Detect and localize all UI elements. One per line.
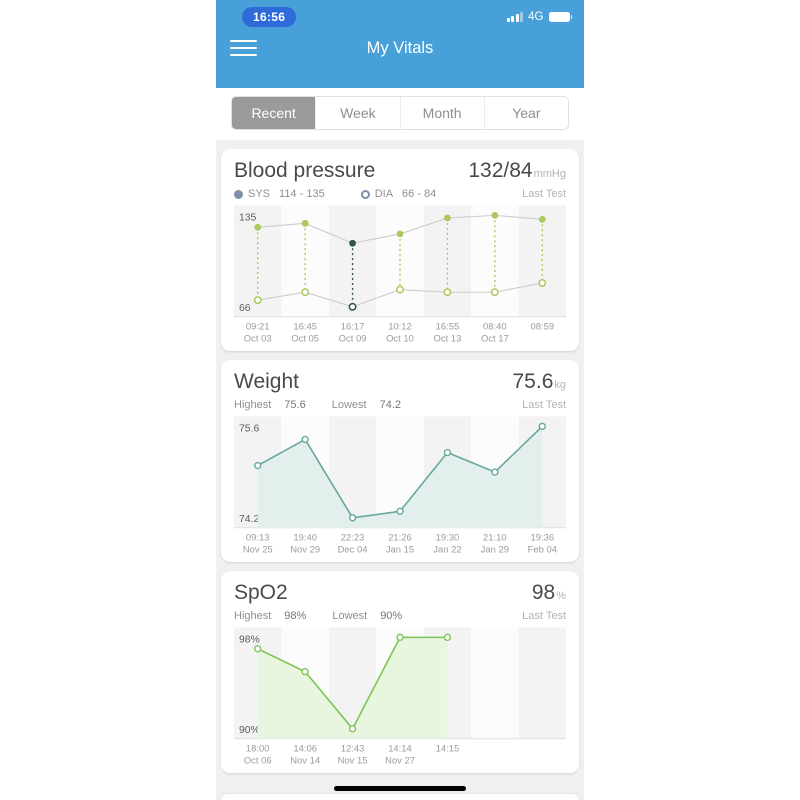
sys-legend-dot-icon	[234, 189, 243, 199]
tab-month[interactable]: Month	[399, 97, 484, 129]
svg-text:21:10: 21:10	[483, 533, 507, 544]
svg-text:Oct 10: Oct 10	[386, 334, 414, 345]
signal-strength-icon	[506, 12, 524, 22]
blood-pressure-title: Blood pressure	[234, 159, 376, 182]
svg-text:Oct 13: Oct 13	[434, 334, 462, 345]
sys-range: 114 - 135	[279, 188, 325, 200]
battery-icon	[548, 12, 572, 22]
svg-text:74.2: 74.2	[239, 514, 259, 525]
svg-text:Nov 29: Nov 29	[290, 545, 320, 556]
svg-text:08:59: 08:59	[530, 322, 554, 333]
next-card-peek[interactable]	[221, 794, 579, 800]
spo2-unit: %	[556, 590, 566, 602]
svg-text:14:06: 14:06	[293, 744, 317, 755]
svg-text:19:36: 19:36	[530, 533, 554, 544]
weight-title: Weight	[234, 370, 299, 393]
weight-last-test-label: Last Test	[522, 399, 566, 411]
svg-text:Nov 25: Nov 25	[243, 545, 273, 556]
blood-pressure-unit: mmHg	[533, 168, 566, 180]
status-time: 16:56	[242, 7, 297, 27]
svg-text:12:43: 12:43	[341, 744, 365, 755]
dia-range: 66 - 84	[402, 188, 437, 200]
weight-card[interactable]: Weight 75.6kg Highest 75.6 Lowest 74.2 L…	[221, 360, 579, 562]
weight-highest-label: Highest	[234, 399, 272, 411]
blood-pressure-last-test-label: Last Test	[522, 188, 566, 200]
app-header: 16:56 4G My Vitals	[216, 0, 584, 88]
status-bar: 16:56 4G	[216, 0, 584, 27]
svg-text:09:13: 09:13	[246, 533, 270, 544]
dia-legend-circle-icon	[360, 189, 370, 199]
sys-legend-label: SYS	[248, 188, 271, 200]
svg-text:Dec 04: Dec 04	[338, 545, 368, 556]
spo2-lowest-label: Lowest	[332, 610, 368, 622]
svg-text:Oct 17: Oct 17	[481, 334, 509, 345]
spo2-highest-value: 98%	[284, 610, 307, 622]
svg-text:16:55: 16:55	[436, 322, 460, 333]
vitals-card-list: Blood pressure 132/84mmHg SYS 114 - 135 …	[216, 140, 584, 773]
weight-unit: kg	[554, 379, 566, 391]
svg-text:Oct 09: Oct 09	[339, 334, 367, 345]
svg-text:Oct 05: Oct 05	[291, 334, 319, 345]
svg-text:Nov 15: Nov 15	[338, 756, 368, 767]
tab-year[interactable]: Year	[483, 97, 568, 129]
svg-text:90%: 90%	[239, 725, 260, 736]
blood-pressure-value: 132/84mmHg	[468, 159, 566, 182]
hamburger-menu-icon[interactable]	[230, 35, 257, 61]
tab-week[interactable]: Week	[315, 97, 399, 129]
svg-text:19:30: 19:30	[436, 533, 460, 544]
svg-text:Nov 14: Nov 14	[290, 756, 320, 767]
svg-text:14:15: 14:15	[436, 744, 460, 755]
weight-value: 75.6kg	[512, 370, 567, 393]
spo2-lowest-value: 90%	[380, 610, 403, 622]
svg-text:Oct 06: Oct 06	[244, 756, 272, 767]
spo2-last-test-label: Last Test	[522, 610, 566, 622]
blood-pressure-card[interactable]: Blood pressure 132/84mmHg SYS 114 - 135 …	[221, 149, 579, 351]
home-indicator[interactable]	[334, 786, 466, 791]
spo2-highest-label: Highest	[234, 610, 272, 622]
svg-text:18:00: 18:00	[246, 744, 270, 755]
weight-lowest-value: 74.2	[379, 399, 401, 411]
svg-text:98%: 98%	[239, 634, 260, 645]
svg-text:Oct 03: Oct 03	[244, 334, 272, 345]
weight-lowest-label: Lowest	[331, 399, 367, 411]
spo2-title: SpO2	[234, 581, 288, 604]
spo2-card[interactable]: SpO2 98% Highest 98% Lowest 90% Last Tes…	[221, 571, 579, 773]
svg-text:16:17: 16:17	[341, 322, 365, 333]
dia-legend-label: DIA	[374, 188, 394, 200]
svg-text:19:40: 19:40	[293, 533, 317, 544]
svg-text:Feb 04: Feb 04	[528, 545, 557, 556]
nav-bar: My Vitals	[216, 27, 584, 69]
network-type-label: 4G	[528, 11, 544, 23]
spo2-value: 98%	[531, 581, 566, 604]
svg-text:Jan 22: Jan 22	[433, 545, 461, 556]
svg-text:08:40: 08:40	[483, 322, 507, 333]
tab-section: Recent Week Month Year	[216, 88, 584, 140]
svg-text:75.6: 75.6	[239, 423, 259, 434]
svg-text:21:26: 21:26	[388, 533, 412, 544]
period-tabs: Recent Week Month Year	[231, 96, 569, 130]
svg-text:Nov 27: Nov 27	[385, 756, 415, 767]
svg-text:09:21: 09:21	[246, 322, 270, 333]
weight-highest-value: 75.6	[284, 399, 306, 411]
svg-text:14:14: 14:14	[388, 744, 412, 755]
tab-recent[interactable]: Recent	[232, 97, 316, 129]
svg-text:10:12: 10:12	[388, 322, 412, 333]
svg-text:22:23: 22:23	[341, 533, 365, 544]
svg-text:16:45: 16:45	[293, 322, 317, 333]
page-title: My Vitals	[366, 38, 434, 57]
svg-text:Jan 15: Jan 15	[386, 545, 414, 556]
phone-screen: 16:56 4G My Vitals Recent Week Month Yea…	[216, 0, 584, 800]
svg-text:Jan 29: Jan 29	[481, 545, 509, 556]
svg-text:66: 66	[239, 303, 251, 314]
svg-text:135: 135	[239, 212, 257, 223]
